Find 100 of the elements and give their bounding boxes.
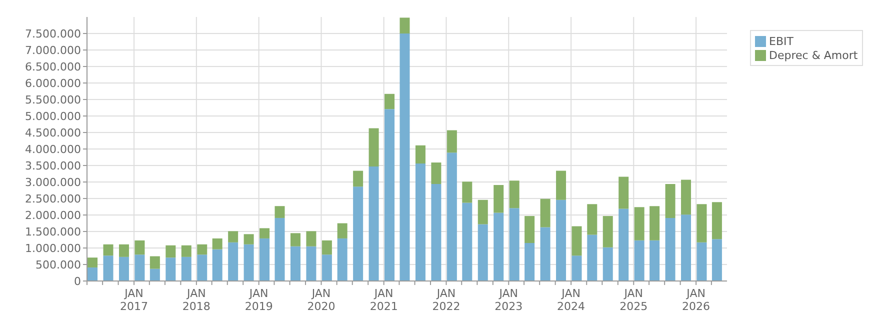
y-tick-label: 2.500.000 [25,192,81,206]
x-tick-label: JAN 2022 [432,287,460,313]
bar [150,268,160,281]
bar [290,233,300,246]
bar [712,202,722,240]
bar [244,244,254,281]
bar [306,231,316,246]
x-tick-label: JAN 2019 [244,287,273,313]
bar [118,244,129,257]
bar [415,145,426,164]
bar [166,245,176,258]
bar [462,182,472,203]
bar [103,256,114,281]
x-tick-label: JAN 2018 [182,287,210,313]
bar [150,256,160,269]
bar [618,208,629,281]
bar [540,227,550,281]
bar [634,207,644,240]
y-tick-label: 1.000.000 [25,242,81,255]
y-tick-label: 0 [74,274,81,288]
x-tick-label: JAN 2020 [307,287,336,313]
bar [353,170,364,187]
bar [618,176,629,209]
bar [337,238,348,281]
bar [181,256,192,281]
y-tick-label: 7.500.000 [25,27,81,40]
bar [494,212,504,281]
y-tick-label: 500.000 [36,258,81,272]
bar [274,206,285,218]
bar [88,258,98,268]
x-tick-label: JAN 2024 [557,287,586,313]
y-tick-label: 3.500.000 [25,159,81,172]
y-tick-label: 2.000.000 [25,208,81,222]
bar [712,239,722,281]
bar [353,186,364,281]
bar [494,184,504,213]
bar [322,254,332,281]
bar [556,200,566,281]
bar [197,254,208,281]
y-tick-label: 5.500.000 [25,93,81,106]
y-tick-label: 5.000.000 [25,110,81,123]
bar [665,218,676,281]
x-tick-label: JAN 2021 [370,287,398,313]
bar [103,244,114,256]
bar [478,224,488,281]
y-tick-label: 4.500.000 [25,126,81,140]
bar [696,242,707,281]
bar [572,226,582,256]
bar [260,228,270,238]
y-tick-label: 6.500.000 [25,60,81,74]
bar [212,249,222,281]
bar [306,246,316,281]
y-tick-label: 4.000.000 [25,142,81,156]
bar [134,240,145,255]
bar [384,109,395,281]
bar [368,166,379,281]
bar [260,238,270,281]
bar [228,242,238,281]
y-tick-label: 1.500.000 [25,225,81,238]
legend-label: Deprec & Amort [769,48,858,62]
bar [665,184,676,218]
bar [337,223,348,238]
bar [650,206,660,240]
bar [244,234,254,244]
bar [696,204,707,242]
bar [572,256,582,281]
bar [462,202,472,281]
x-tick-label: JAN 2017 [120,287,148,313]
bar [431,162,442,184]
bar [400,34,410,281]
bar [509,180,520,208]
bar [509,208,520,281]
bar [290,246,300,281]
bar [166,258,176,281]
bar [400,18,410,34]
bar [134,254,145,281]
bar [118,256,129,281]
bar [650,240,660,281]
y-tick-label: 7.000.000 [25,44,81,57]
y-tick-label: 3.000.000 [25,176,81,189]
bar [681,214,692,281]
bar [524,216,535,244]
bar [228,231,238,242]
bar [446,130,457,153]
bar [274,218,285,281]
bar [602,247,613,281]
bar [197,244,208,255]
bar [384,94,395,110]
legend-label: EBIT [769,34,794,48]
bar [634,240,644,281]
x-tick-label: JAN 2023 [494,287,523,313]
bar [524,243,535,281]
bar [478,200,488,224]
bar [556,170,566,200]
bar [587,204,598,235]
bar [212,238,222,250]
bar [431,184,442,281]
bar [415,164,426,281]
bar [322,240,332,255]
x-tick-label: JAN 2026 [682,287,710,313]
